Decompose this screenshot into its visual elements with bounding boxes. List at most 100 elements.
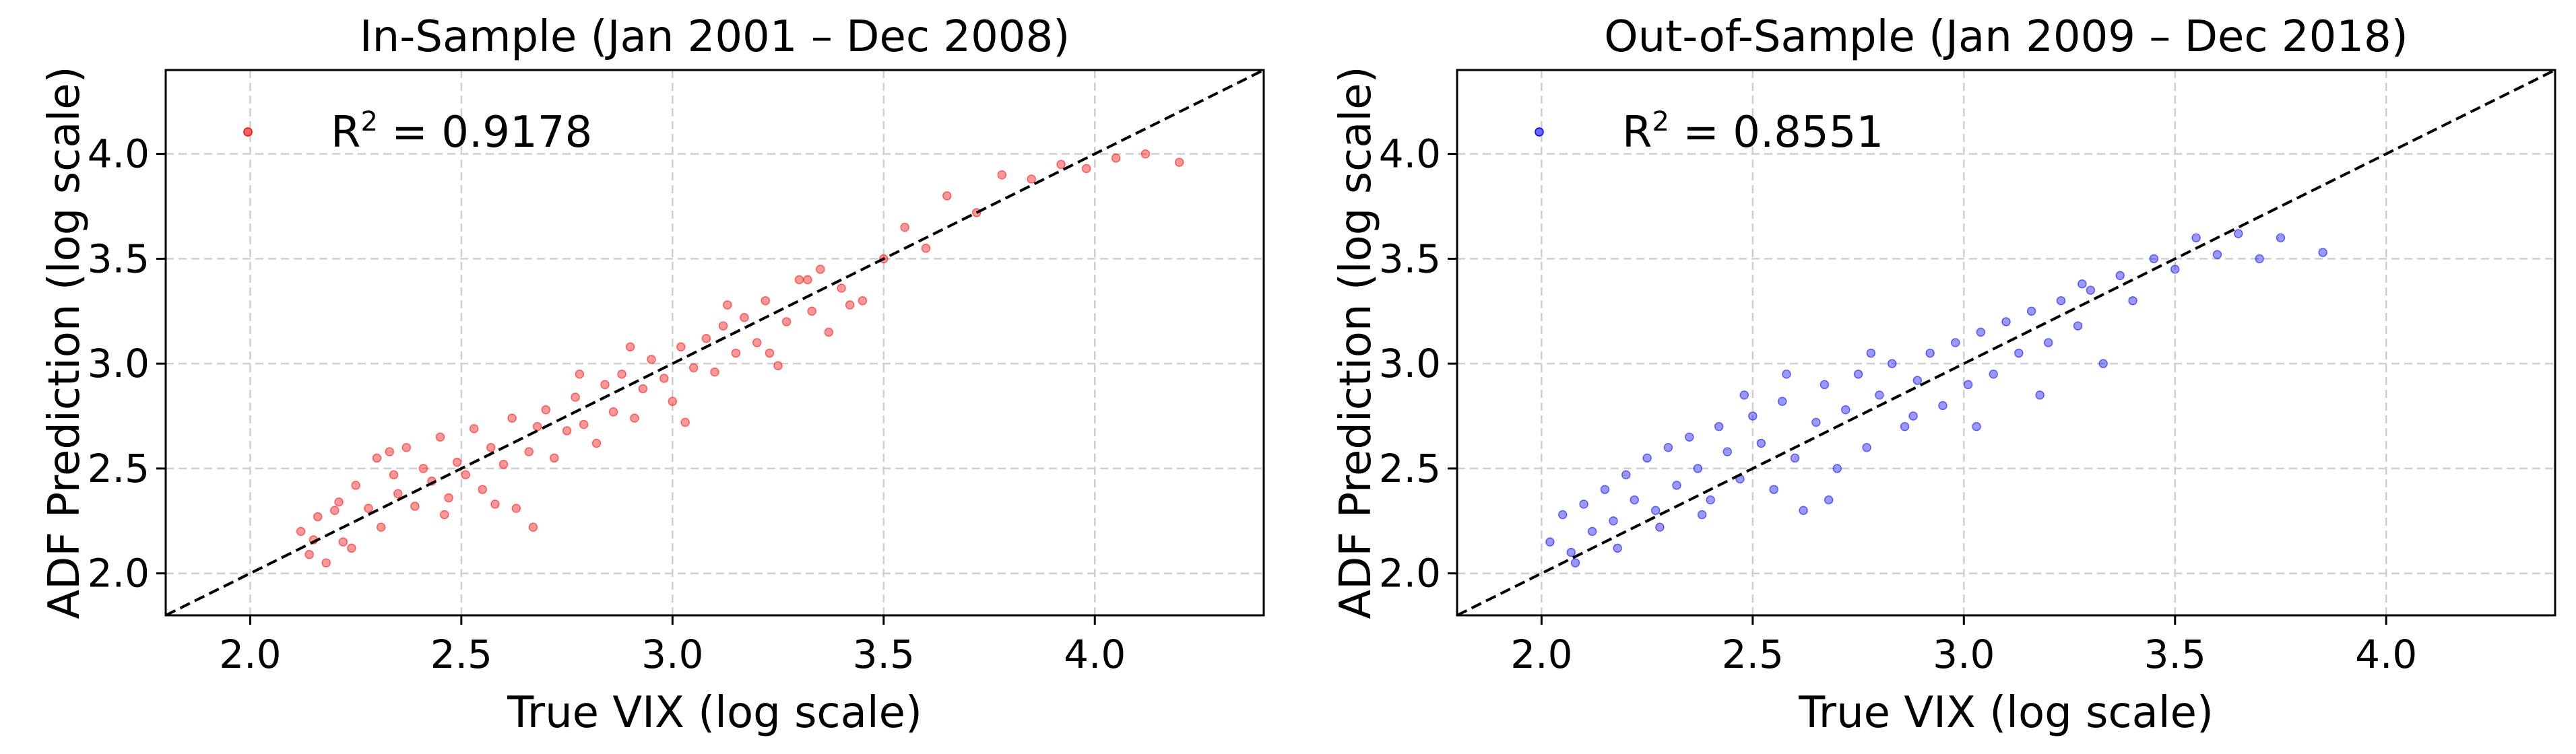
legend: R2 = 0.9178 xyxy=(243,106,592,158)
chart-title: Out-of-Sample (Jan 2009 – Dec 2018) xyxy=(1604,12,2408,62)
scatter-point xyxy=(1174,158,1184,167)
scatter-point xyxy=(1600,485,1610,494)
scatter-point xyxy=(1912,376,1923,385)
scatter-point xyxy=(718,321,728,331)
scatter-point xyxy=(486,443,496,452)
scatter-point xyxy=(1081,164,1091,174)
scatter-point xyxy=(1672,481,1681,490)
scatter-point xyxy=(625,342,635,351)
legend-r-symbol: R xyxy=(1622,108,1652,158)
scatter-point xyxy=(731,348,741,358)
scatter-point xyxy=(440,510,449,520)
scatter-point xyxy=(803,275,812,285)
y-tick-label: 3.0 xyxy=(1379,341,1441,386)
scatter-point xyxy=(1777,397,1787,406)
scatter-point xyxy=(2170,265,2180,274)
y-axis-label: ADF Prediction (log scale) xyxy=(40,66,90,619)
scatter-point xyxy=(740,312,749,322)
plot-area-frame xyxy=(164,69,1265,617)
scatter-point xyxy=(2128,296,2137,306)
scatter-point xyxy=(528,522,538,532)
y-tick-label: 3.5 xyxy=(1379,236,1441,281)
x-tick-label: 3.5 xyxy=(853,631,915,677)
y-tick-label: 4.0 xyxy=(1379,131,1441,177)
x-tick-label: 2.0 xyxy=(1510,631,1572,677)
scatter-point xyxy=(2276,233,2286,242)
scatter-point xyxy=(2234,229,2243,238)
scatter-point xyxy=(1663,443,1673,452)
scatter-point xyxy=(837,283,846,293)
scatter-point xyxy=(608,407,618,417)
scatter-point xyxy=(1900,421,1910,432)
scatter-point xyxy=(296,526,306,537)
scatter-point xyxy=(659,374,669,383)
scatter-point xyxy=(765,348,775,358)
y-tick-label: 3.0 xyxy=(88,341,150,386)
legend-superscript: 2 xyxy=(360,106,377,137)
scatter-point xyxy=(752,338,762,347)
gridlines xyxy=(1457,70,2555,615)
scatter-point xyxy=(1976,327,1986,337)
x-axis-ticks: 2.0 2.5 3.0 3.5 4.0 xyxy=(1510,615,2417,677)
scatter-point xyxy=(338,537,348,547)
scatter-point xyxy=(824,327,834,337)
scatter-point xyxy=(2086,285,2096,295)
legend-superscript: 2 xyxy=(1652,106,1669,137)
scatter-point xyxy=(418,464,428,473)
scatter-point xyxy=(435,432,445,442)
scatter-point xyxy=(668,397,678,406)
y-tick-label: 2.0 xyxy=(1379,551,1441,596)
scatter-point xyxy=(1545,537,1555,547)
scatter-point xyxy=(2078,279,2087,289)
scatter-point xyxy=(688,363,699,373)
scatter-point xyxy=(1862,443,1871,452)
chart-panel-in-sample: 2.0 2.5 3.0 3.5 4.0 2.0 2.5 3.0 3.5 4.0 … xyxy=(40,12,1265,738)
x-tick-label: 3.0 xyxy=(1933,631,1995,677)
scatter-point xyxy=(2149,254,2159,264)
scatter-point xyxy=(469,423,479,434)
scatter-point xyxy=(1790,453,1800,463)
plot-area-frame xyxy=(1456,69,2556,617)
scatter-point xyxy=(2056,296,2066,306)
scatter-point xyxy=(2255,254,2264,264)
scatter-point xyxy=(330,506,340,515)
scatter-point xyxy=(2043,338,2053,347)
y-tick-label: 2.5 xyxy=(1379,446,1441,491)
scatter-point xyxy=(541,405,550,415)
scatter-point xyxy=(1613,543,1622,553)
scatter-point xyxy=(1722,447,1732,456)
scatter-point xyxy=(2098,359,2108,368)
scatter-point xyxy=(524,447,534,456)
scatter-point xyxy=(1685,432,1694,442)
y-tick-label: 2.5 xyxy=(88,446,150,491)
scatter-point xyxy=(1756,438,1766,448)
scatter-point xyxy=(461,470,470,480)
scatter-point xyxy=(1739,390,1749,400)
scatter-point xyxy=(1938,401,1947,411)
scatter-point xyxy=(1951,338,1960,347)
scatter-point xyxy=(997,170,1007,180)
scatter-point xyxy=(393,489,403,499)
scatter-point xyxy=(1697,510,1707,520)
y-axis-ticks: 2.0 2.5 3.0 3.5 4.0 xyxy=(88,131,166,596)
scatter-point xyxy=(723,300,732,310)
scatter-point xyxy=(1566,547,1576,557)
scatter-point xyxy=(900,222,909,232)
y-axis-ticks: 2.0 2.5 3.0 3.5 4.0 xyxy=(1379,131,1457,596)
scatter-point xyxy=(2035,390,2044,400)
scatter-point xyxy=(507,413,517,423)
y-tick-label: 4.0 xyxy=(88,131,150,177)
scatter-point xyxy=(1693,464,1703,473)
scatter-point xyxy=(1769,485,1778,494)
scatter-point xyxy=(401,443,412,452)
scatter-point xyxy=(334,498,344,507)
scatter-point xyxy=(579,419,589,430)
scatter-point xyxy=(815,265,825,274)
scatter-point xyxy=(498,459,509,469)
scatter-point xyxy=(761,296,770,306)
scatter-point xyxy=(1650,506,1661,515)
x-axis-label: True VIX (log scale) xyxy=(507,688,922,738)
x-tick-label: 3.0 xyxy=(641,631,703,677)
scatter-point xyxy=(444,493,453,503)
scatter-point xyxy=(2014,348,2024,358)
